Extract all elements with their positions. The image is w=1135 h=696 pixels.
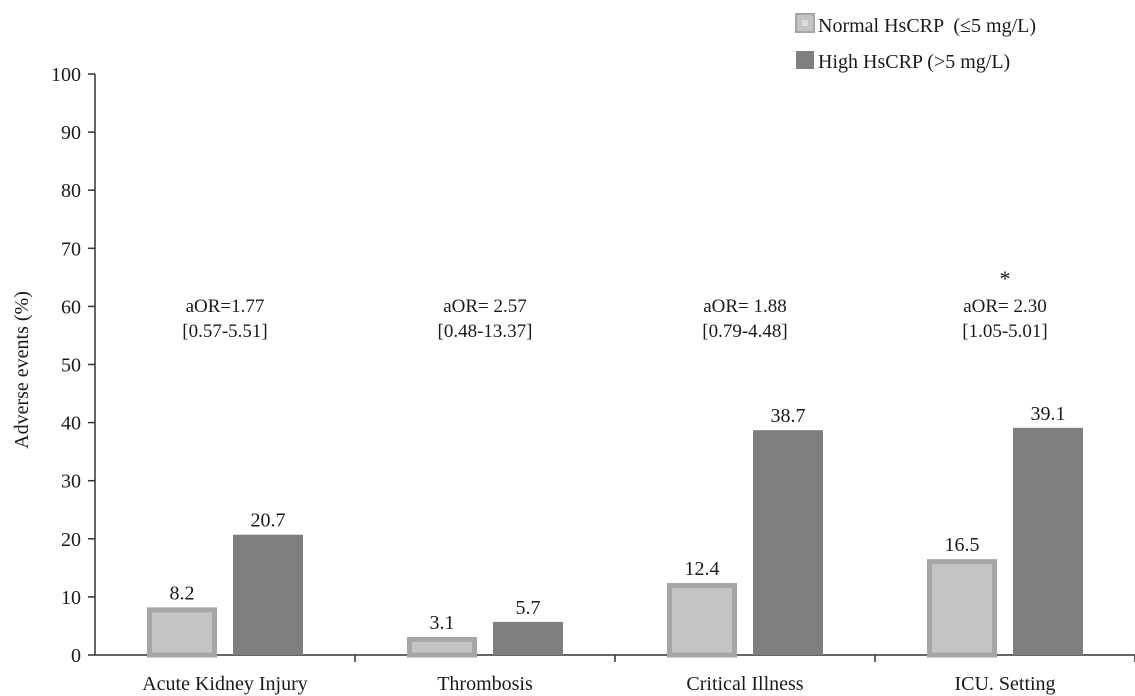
bar-value-label: 39.1 [1031, 403, 1066, 425]
legend-label-high: High HsCRP (>5 mg/L) [818, 51, 1010, 73]
y-tick-label: 50 [61, 355, 81, 377]
aor-ci-label: [0.57-5.51] [182, 321, 267, 342]
bar-value-label: 38.7 [771, 405, 806, 427]
y-tick-label: 80 [61, 180, 81, 202]
bar-high-hscrp [1013, 427, 1083, 655]
category-label: Critical Illness [686, 673, 803, 695]
significance-marker: * [1000, 266, 1011, 291]
bar-value-label: 8.2 [170, 582, 195, 604]
legend-swatch-normal-inner [802, 20, 808, 26]
y-axis-title: Adverse events (%) [11, 291, 33, 449]
bar-high-hscrp [493, 621, 563, 655]
y-tick-label: 100 [51, 64, 81, 86]
bars [147, 427, 1083, 658]
bar-value-label: 12.4 [685, 558, 720, 580]
bar-value-label: 16.5 [945, 534, 980, 556]
y-tick-label: 90 [61, 122, 81, 144]
aor-value-label: aOR= 1.88 [703, 296, 787, 317]
category-label: Thrombosis [437, 673, 533, 695]
aor-ci-label: [0.48-13.37] [438, 321, 533, 342]
legend-swatch-high [796, 51, 814, 69]
bar-normal-hscrp [667, 582, 737, 658]
legend: Normal HsCRP (≤5 mg/L) High HsCRP (>5 mg… [795, 13, 1036, 73]
y-tick-label: 40 [61, 413, 81, 435]
aor-ci-label: [0.79-4.48] [702, 321, 787, 342]
y-tick-label: 70 [61, 238, 81, 260]
bar-normal-hscrp [407, 636, 477, 658]
aor-value-label: aOR=1.77 [186, 296, 265, 317]
bar-high-hscrp [753, 430, 823, 655]
aor-value-label: aOR= 2.30 [963, 296, 1047, 317]
bar-normal-hscrp [927, 559, 997, 658]
bar-value-label: 5.7 [516, 597, 541, 619]
y-tick-label: 60 [61, 296, 81, 318]
axes: 0 10 20 30 40 50 60 70 80 90 100 [51, 64, 1135, 667]
category-label: Acute Kidney Injury [142, 673, 308, 695]
aor-ci-label: [1.05-5.01] [962, 321, 1047, 342]
bar-high-hscrp [233, 534, 303, 655]
y-tick-label: 0 [71, 645, 81, 667]
y-tick-label: 10 [61, 587, 81, 609]
y-tick-label: 30 [61, 471, 81, 493]
category-label: ICU. Setting [954, 673, 1055, 695]
legend-label-normal: Normal HsCRP (≤5 mg/L) [818, 15, 1036, 37]
bar-value-label: 20.7 [251, 510, 286, 532]
y-tick-label: 20 [61, 529, 81, 551]
aor-value-label: aOR= 2.57 [443, 296, 527, 317]
bar-value-label: 3.1 [430, 612, 455, 634]
labels: 8.2 20.7 Acute Kidney Injury aOR=1.77 [0.57-… [142, 266, 1065, 695]
bar-normal-hscrp [147, 607, 217, 658]
